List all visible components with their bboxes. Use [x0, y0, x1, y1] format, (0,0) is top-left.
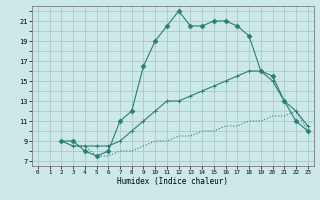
X-axis label: Humidex (Indice chaleur): Humidex (Indice chaleur)	[117, 177, 228, 186]
